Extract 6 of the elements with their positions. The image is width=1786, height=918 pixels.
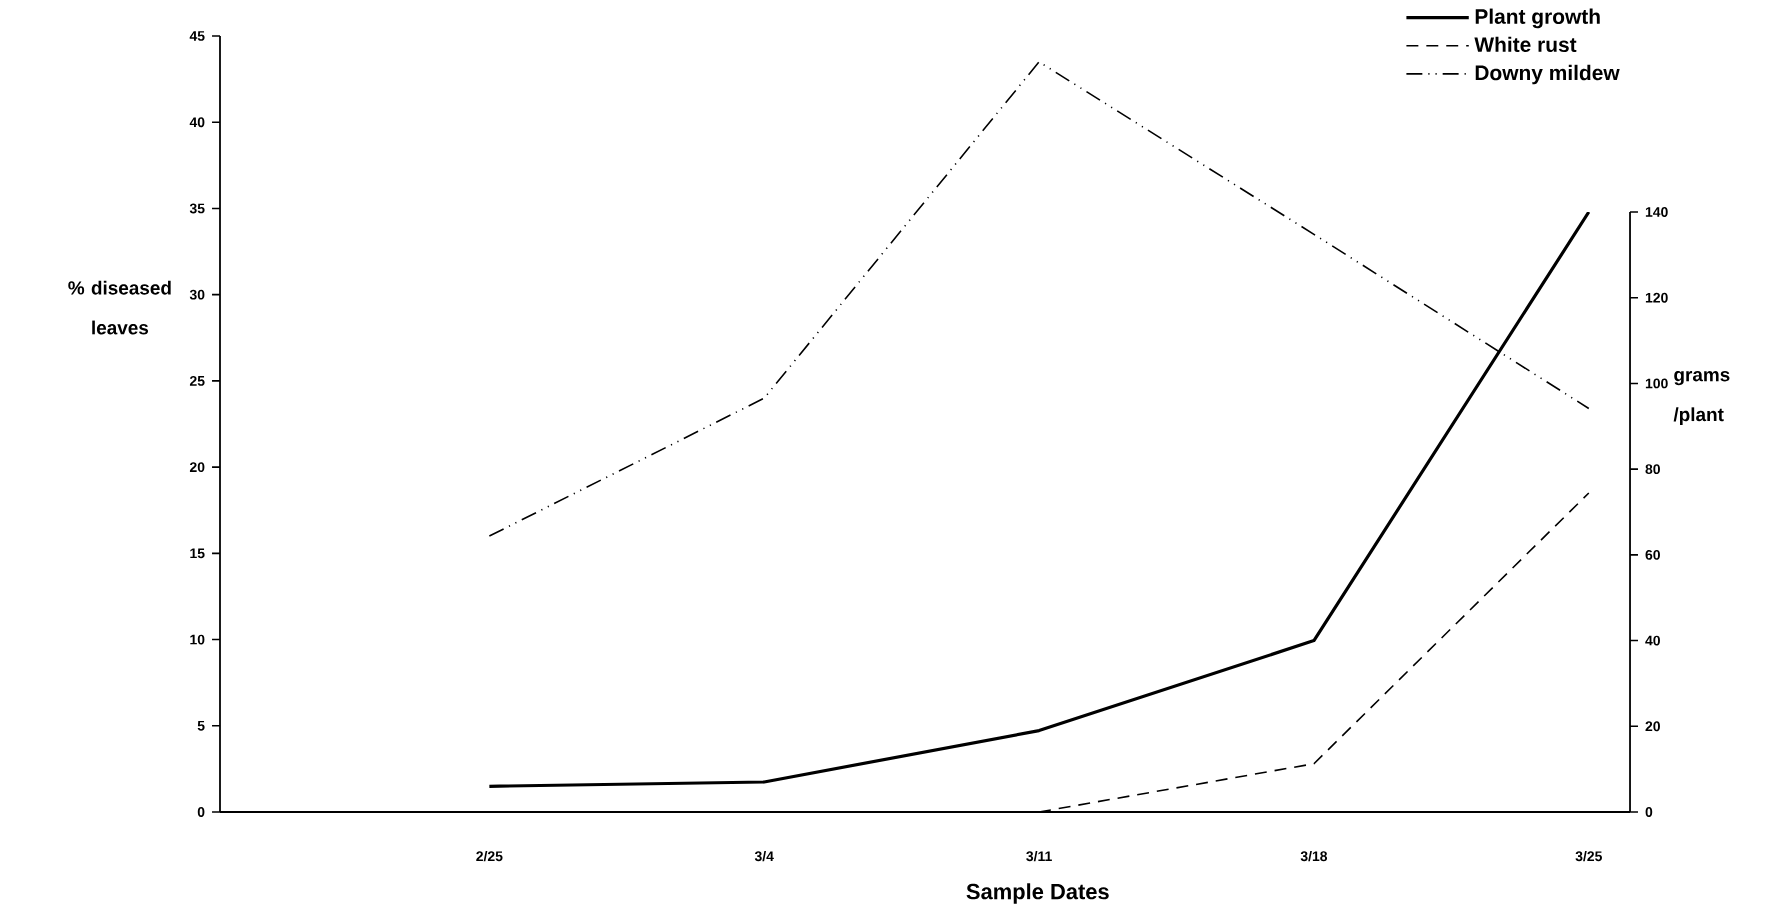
text: % diseased leaves xyxy=(68,280,171,335)
x-axis-title: Sample Dates xyxy=(966,883,1109,904)
legend-label: Plant growth xyxy=(1475,8,1600,29)
legend-label: White rust xyxy=(1474,36,1577,53)
legend-label: Downy mildew xyxy=(1475,64,1620,85)
y2-axis-title: grams /plant xyxy=(1673,371,1730,425)
